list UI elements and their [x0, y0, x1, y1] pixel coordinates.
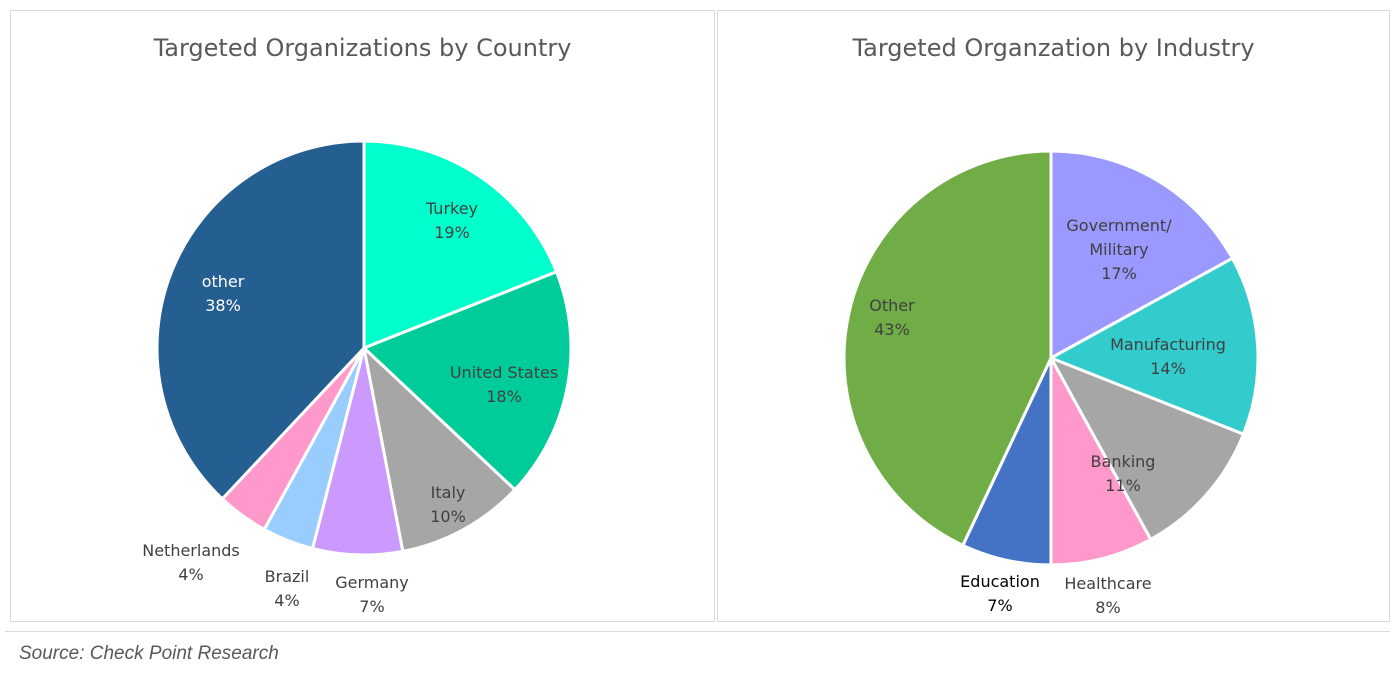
country-value-turkey: 19% — [434, 223, 470, 242]
country-label-united-states: United States 18% — [450, 363, 558, 406]
country-value-other: 38% — [205, 296, 241, 315]
country-pie-chart: Turkey 19% United States 18% Italy 10% Germany… — [142, 139, 573, 616]
footer-divider — [5, 631, 1390, 632]
country-label-brazil: Brazil 4% — [265, 567, 310, 610]
industry-label-healthcare: Healthcare 8% — [1064, 574, 1151, 617]
industry-value-education: 7% — [987, 596, 1012, 615]
industry-pie-chart: Government/Military 17% Manufacturing 14% Ba… — [842, 149, 1260, 617]
country-label-italy: Italy 10% — [430, 483, 466, 526]
industry-chart-title: Targeted Organzation by Industry — [852, 34, 1255, 62]
country-value-brazil: 4% — [274, 591, 299, 610]
country-value-united-states: 18% — [486, 387, 522, 406]
industry-slice-government-military — [1049, 149, 1234, 360]
industry-label-other: Other 43% — [869, 296, 915, 339]
country-label-turkey: Turkey 19% — [425, 199, 478, 242]
country-slice-turkey — [362, 139, 558, 350]
industry-slice-banking — [1049, 356, 1245, 541]
country-slice-other — [155, 139, 366, 501]
country-value-italy: 10% — [430, 507, 466, 526]
country-chart-panel: Targeted Organizations by Country Turkey… — [10, 10, 715, 622]
industry-label-education: Education 7% — [960, 572, 1040, 615]
industry-slice-other — [842, 149, 1053, 547]
country-slice-united-states — [362, 270, 573, 492]
industry-value-government-military: 17% — [1101, 264, 1137, 283]
industry-value-banking: 11% — [1105, 476, 1141, 495]
country-chart-title: Targeted Organizations by Country — [153, 34, 572, 62]
source-caption: Source: Check Point Research — [19, 643, 279, 664]
industry-value-manufacturing: 14% — [1150, 359, 1186, 378]
country-label-germany: Germany 7% — [335, 573, 409, 616]
industry-label-banking: Banking 11% — [1091, 452, 1156, 495]
country-value-germany: 7% — [359, 597, 384, 616]
country-slice-italy — [362, 346, 517, 553]
country-label-other: other 38% — [202, 272, 245, 315]
industry-label-government-military: Government/Military 17% — [1066, 216, 1172, 283]
industry-slice-healthcare — [1049, 356, 1153, 567]
industry-chart-panel: Targeted Organzation by Industry Governm… — [717, 10, 1390, 622]
industry-slice-manufacturing — [1049, 256, 1260, 436]
industry-label-manufacturing: Manufacturing 14% — [1110, 335, 1226, 378]
country-value-netherlands: 4% — [178, 565, 203, 584]
country-label-netherlands: Netherlands 4% — [142, 541, 240, 584]
industry-value-other: 43% — [874, 320, 910, 339]
industry-value-healthcare: 8% — [1095, 598, 1120, 617]
